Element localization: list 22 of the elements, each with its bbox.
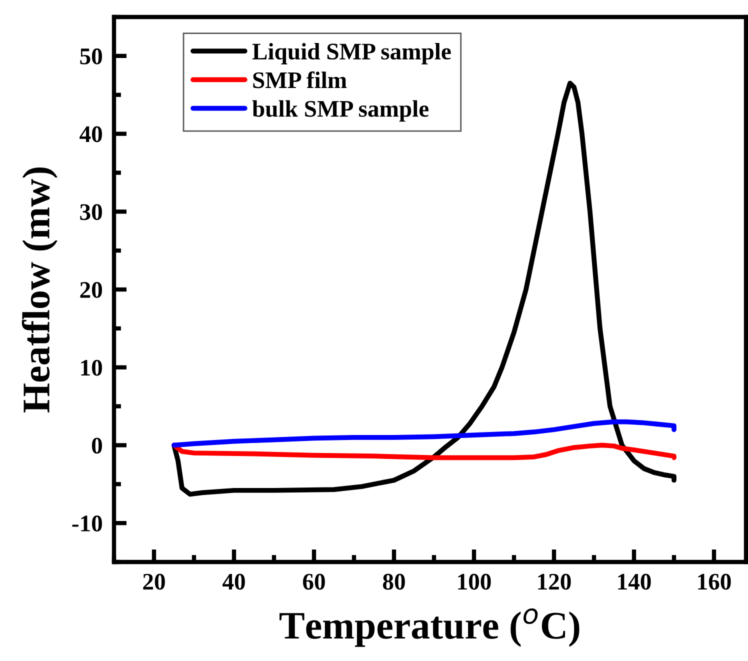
x-tick-label: 140 [618, 574, 651, 590]
x-tick-label: 80 [382, 574, 405, 590]
y-tick-label: -10 [72, 516, 102, 532]
y-tick-label: 40 [80, 126, 102, 142]
x-tick-label: 120 [538, 574, 571, 590]
x-tick-label: 160 [698, 574, 731, 590]
line-series [172, 442, 676, 460]
x-tick-label: 60 [303, 574, 325, 590]
legend-label: Liquid SMP sample [252, 42, 451, 64]
x-tick-label: 20 [143, 574, 165, 590]
x-tick-label: 100 [458, 574, 491, 590]
x-tick-label: 40 [222, 574, 245, 590]
x-axis-title: Temperature ($^{o}$C) [280, 608, 580, 647]
y-tick-label: 0 [92, 438, 102, 454]
legend-label: bulk SMP sample [252, 100, 429, 122]
y-tick-label: 10 [81, 360, 102, 376]
y-axis-title: Heatflow (mw) [22, 168, 58, 412]
y-tick-label: 20 [80, 282, 102, 298]
legend-label: SMP film [253, 71, 347, 88]
y-tick-label: 50 [80, 48, 102, 64]
y-tick-label: 30 [80, 204, 102, 220]
line-series [172, 419, 676, 448]
